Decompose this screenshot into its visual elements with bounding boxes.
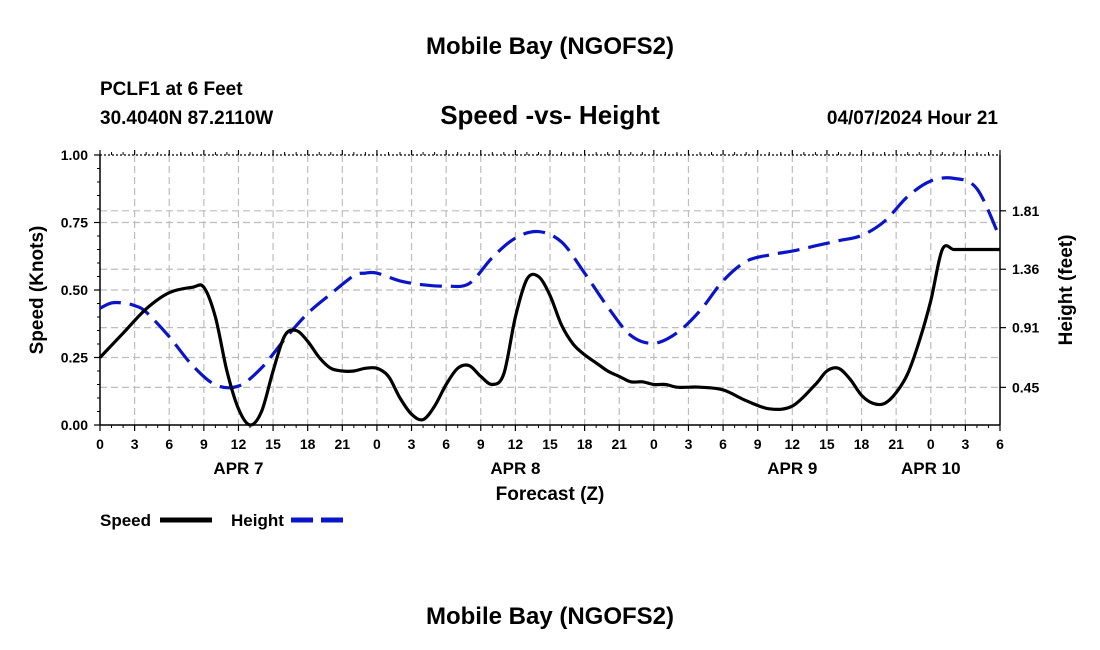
series-line-speed (98, 244, 1000, 427)
x-axis-title: Forecast (Z) (496, 484, 605, 505)
x-tick-label: 15 (542, 436, 558, 452)
chart-subtitle: Speed -vs- Height (440, 100, 660, 130)
station-label: PCLF1 at 6 Feet (100, 79, 243, 100)
legend-speed-label: Speed (100, 511, 151, 530)
x-tick-label: 12 (231, 436, 247, 452)
x-date-label: APR 8 (490, 459, 540, 478)
legend: Speed Height (100, 511, 343, 530)
x-tick-label: 18 (300, 436, 316, 452)
coords-label: 30.4040N 87.2110W (100, 108, 273, 129)
x-tick-label: 3 (961, 436, 969, 452)
grid (100, 155, 1000, 425)
x-tick-label: 21 (888, 436, 904, 452)
series-layer (98, 176, 1002, 427)
x-tick-label: 3 (685, 436, 693, 452)
y-left-tick-label: 1.00 (61, 147, 88, 163)
x-tick-label: 18 (854, 436, 870, 452)
y-left-tick-label: 0.75 (61, 215, 88, 231)
y-right-tick-label: 1.36 (1012, 261, 1039, 277)
x-tick-label: 9 (200, 436, 208, 452)
y-right-tick-label: 0.45 (1012, 379, 1039, 395)
x-tick-label: 15 (819, 436, 835, 452)
x-tick-label: 15 (265, 436, 281, 452)
x-tick-label: 21 (611, 436, 627, 452)
x-tick-label: 6 (719, 436, 727, 452)
x-tick-label: 0 (927, 436, 935, 452)
x-tick-label: 3 (408, 436, 416, 452)
legend-height-label: Height (231, 511, 284, 530)
x-tick-label: 0 (96, 436, 104, 452)
y-left-tick-label: 0.25 (61, 350, 88, 366)
x-date-label: APR 9 (767, 459, 817, 478)
x-tick-label: 9 (477, 436, 485, 452)
x-tick-label: 0 (650, 436, 658, 452)
x-tick-label: 3 (131, 436, 139, 452)
footer-title: Mobile Bay (NGOFS2) (426, 603, 674, 630)
x-tick-label: 9 (754, 436, 762, 452)
y-right-tick-label: 1.81 (1012, 203, 1039, 219)
x-date-label: APR 10 (901, 459, 961, 478)
y-right-tick-label: 0.91 (1012, 320, 1039, 336)
x-tick-label: 6 (996, 436, 1004, 452)
x-tick-label: 6 (442, 436, 450, 452)
title-block: Mobile Bay (NGOFS2) PCLF1 at 6 Feet 30.4… (100, 33, 998, 130)
y-left-tick-label: 0.50 (61, 282, 88, 298)
x-date-label: APR 7 (213, 459, 263, 478)
y-axis-left-title: Speed (Knots) (27, 226, 48, 355)
datetime-label: 04/07/2024 Hour 21 (827, 108, 999, 129)
x-tick-label: 12 (508, 436, 524, 452)
axes: 0 3 6 9 12 15 18 21 0 3 6 9 12 15 18 21 0 3 6 9 12 15 18 21 0 3 6 A… (61, 147, 1040, 478)
x-tick-label: 12 (785, 436, 801, 452)
y-left-tick-label: 0.00 (61, 417, 88, 433)
x-tick-label: 0 (373, 436, 381, 452)
series-line-height (99, 176, 1002, 390)
x-axis-labels: Forecast (Z) (496, 484, 605, 505)
x-tick-label: 18 (577, 436, 593, 452)
x-tick-label: 6 (165, 436, 173, 452)
y-axis-right-title: Height (feet) (1056, 235, 1077, 346)
chart-title: Mobile Bay (NGOFS2) (426, 33, 674, 60)
x-tick-label: 21 (335, 436, 351, 452)
